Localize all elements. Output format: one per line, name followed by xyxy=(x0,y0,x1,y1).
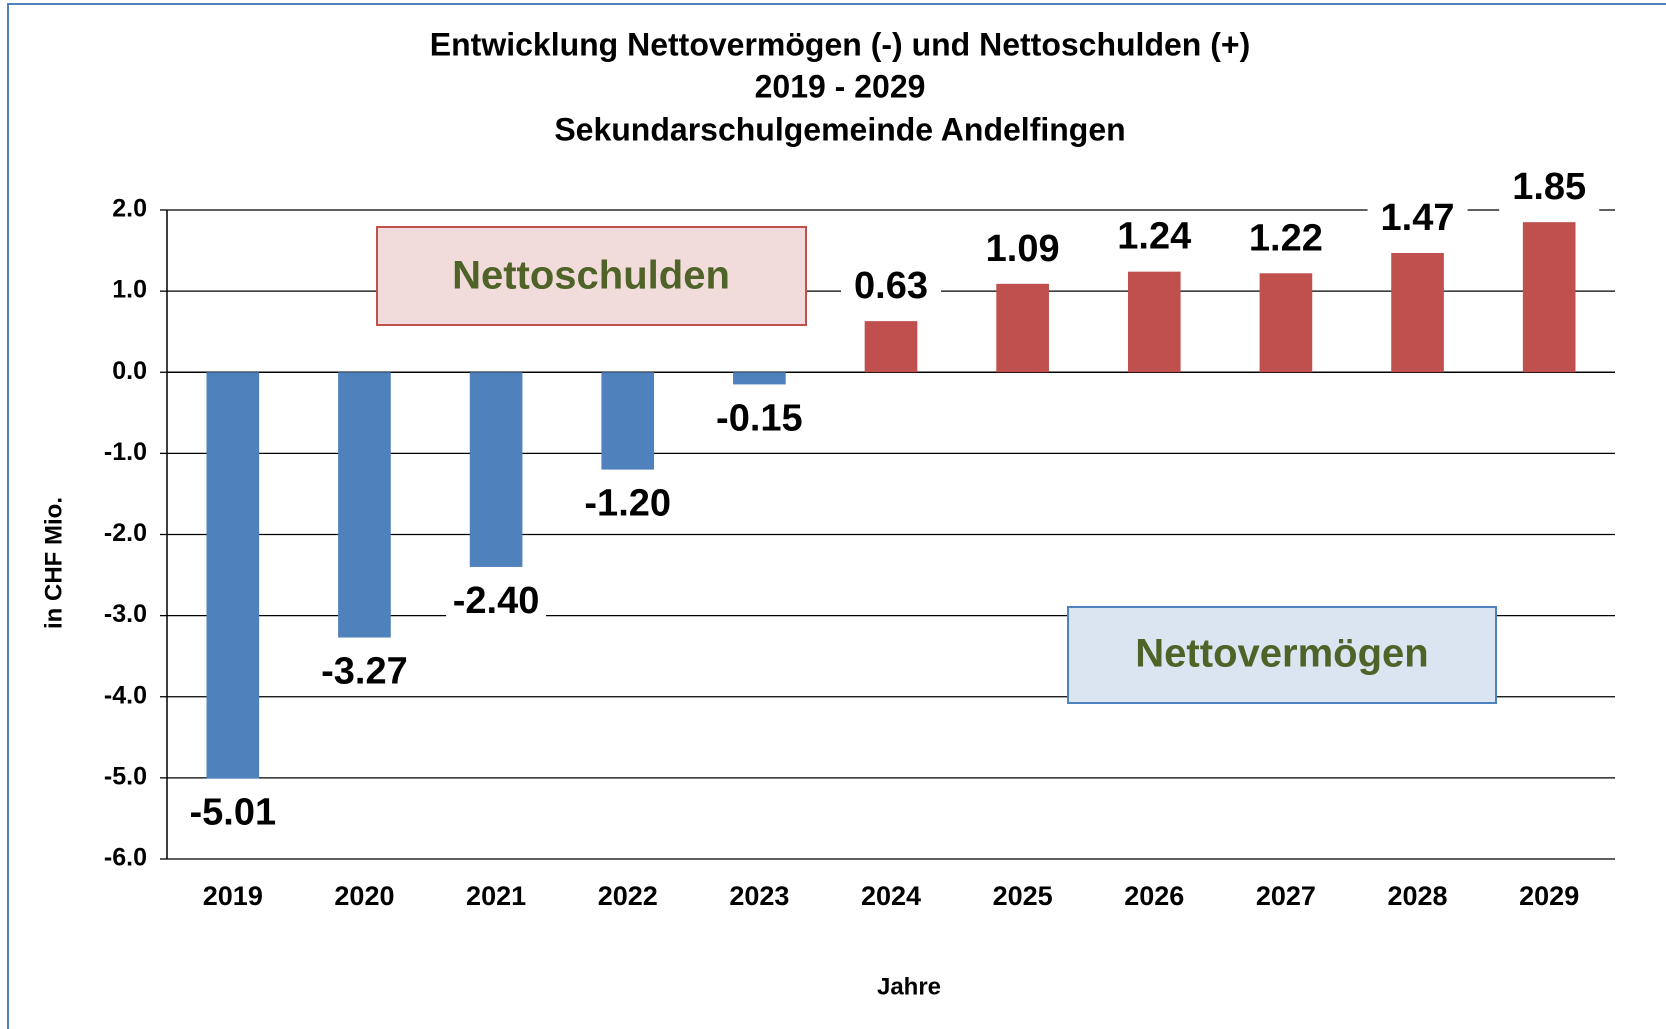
x-axis-title: Jahre xyxy=(877,973,941,1000)
bar xyxy=(1391,252,1444,373)
x-tick-label: 2025 xyxy=(993,881,1053,911)
chart-title: Entwicklung Nettovermögen (-) und Nettos… xyxy=(430,26,1250,62)
y-tick-label: -6.0 xyxy=(104,844,147,872)
chart-frame xyxy=(7,3,1666,1029)
value-label: -1.20 xyxy=(584,483,671,525)
bar xyxy=(733,372,786,385)
x-tick-label: 2026 xyxy=(1124,881,1184,911)
x-tick-label: 2021 xyxy=(466,881,526,911)
marks: 2019 -5.01 2020 -3.27 2021 -2.40 2022 -1.20 2023… xyxy=(182,166,1600,911)
y-tick-label: 2.0 xyxy=(112,195,147,223)
value-label: -2.40 xyxy=(453,580,540,622)
value-label-bg xyxy=(577,483,678,528)
y-tick-label: -5.0 xyxy=(104,762,147,790)
bar xyxy=(1259,273,1313,373)
value-label: -5.01 xyxy=(190,792,277,834)
value-label-bg xyxy=(1367,197,1468,242)
value-label-bg xyxy=(182,792,283,837)
value-label-bg xyxy=(1104,216,1205,261)
y-tick-label: -3.0 xyxy=(104,600,147,628)
bar xyxy=(206,372,260,779)
x-tick-label: 2020 xyxy=(334,881,394,911)
x-tick-label: 2029 xyxy=(1519,881,1579,911)
chart-title: 2019 - 2029 xyxy=(755,68,926,104)
chart-title: Sekundarschulgemeinde Andelfingen xyxy=(554,111,1125,147)
value-label-bg xyxy=(709,398,810,443)
x-tick-label: 2019 xyxy=(203,881,263,911)
x-tick-label: 2028 xyxy=(1388,881,1448,911)
value-label: -0.15 xyxy=(716,397,803,439)
y-tick-label: 1.0 xyxy=(112,276,147,304)
x-tick-label: 2023 xyxy=(729,881,789,911)
value-label: 1.85 xyxy=(1512,166,1586,208)
value-label: 1.24 xyxy=(1117,216,1191,258)
bar xyxy=(864,321,918,373)
value-label: 1.47 xyxy=(1381,197,1455,239)
y-tick-label: 0.0 xyxy=(112,357,147,385)
bar xyxy=(601,372,655,470)
value-label: 1.09 xyxy=(986,228,1060,270)
x-tick-label: 2022 xyxy=(598,881,658,911)
y-axis-title: in CHF Mio. xyxy=(40,497,67,629)
value-label-bg xyxy=(972,228,1073,273)
value-label: 0.63 xyxy=(854,265,928,307)
annotation-box xyxy=(376,226,807,326)
y-tick-label: -4.0 xyxy=(104,681,147,709)
bar xyxy=(996,283,1049,373)
annotation: Nettovermögen xyxy=(1135,632,1428,676)
y-tick-label: -1.0 xyxy=(104,438,147,466)
bar xyxy=(338,372,391,638)
value-label: 1.22 xyxy=(1249,217,1323,259)
value-label-bg xyxy=(314,651,415,696)
annotation: Nettoschulden xyxy=(452,254,730,298)
x-tick-label: 2024 xyxy=(861,881,921,911)
value-label-bg xyxy=(1235,218,1336,263)
value-label: -3.27 xyxy=(321,651,408,693)
bar xyxy=(1127,271,1181,373)
y-tick-label: -2.0 xyxy=(104,519,147,547)
bar xyxy=(1522,222,1576,373)
value-label-bg xyxy=(841,266,941,311)
value-label-bg xyxy=(1499,167,1600,212)
annotation-box xyxy=(1067,606,1497,704)
x-tick-label: 2027 xyxy=(1256,881,1316,911)
bar xyxy=(469,372,523,567)
value-label-bg xyxy=(446,580,547,625)
